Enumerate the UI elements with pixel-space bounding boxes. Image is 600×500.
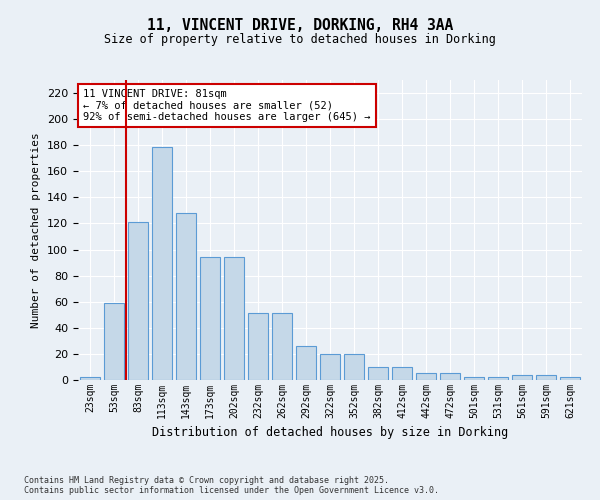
Bar bbox=[152, 146, 172, 380]
Text: Contains HM Land Registry data © Crown copyright and database right 2025.
Contai: Contains HM Land Registry data © Crown c… bbox=[24, 476, 439, 495]
Bar bbox=[248, 314, 268, 380]
Bar bbox=[488, 378, 508, 380]
Text: 11, VINCENT DRIVE, DORKING, RH4 3AA: 11, VINCENT DRIVE, DORKING, RH4 3AA bbox=[147, 18, 453, 32]
Text: 11 VINCENT DRIVE: 81sqm
← 7% of detached houses are smaller (52)
92% of semi-det: 11 VINCENT DRIVE: 81sqm ← 7% of detached… bbox=[83, 89, 371, 122]
Bar bbox=[80, 378, 100, 380]
Bar bbox=[536, 375, 556, 380]
Bar bbox=[464, 378, 484, 380]
Bar bbox=[104, 303, 124, 380]
Bar bbox=[296, 346, 316, 380]
Bar bbox=[320, 354, 340, 380]
Bar bbox=[416, 374, 436, 380]
Bar bbox=[368, 367, 388, 380]
Bar bbox=[128, 222, 148, 380]
Bar bbox=[224, 258, 244, 380]
Bar bbox=[512, 375, 532, 380]
Y-axis label: Number of detached properties: Number of detached properties bbox=[31, 132, 41, 328]
Text: Size of property relative to detached houses in Dorking: Size of property relative to detached ho… bbox=[104, 32, 496, 46]
Bar bbox=[440, 374, 460, 380]
Bar bbox=[176, 213, 196, 380]
Bar bbox=[344, 354, 364, 380]
Bar bbox=[200, 258, 220, 380]
Bar bbox=[560, 378, 580, 380]
Bar bbox=[272, 314, 292, 380]
X-axis label: Distribution of detached houses by size in Dorking: Distribution of detached houses by size … bbox=[152, 426, 508, 440]
Bar bbox=[392, 367, 412, 380]
